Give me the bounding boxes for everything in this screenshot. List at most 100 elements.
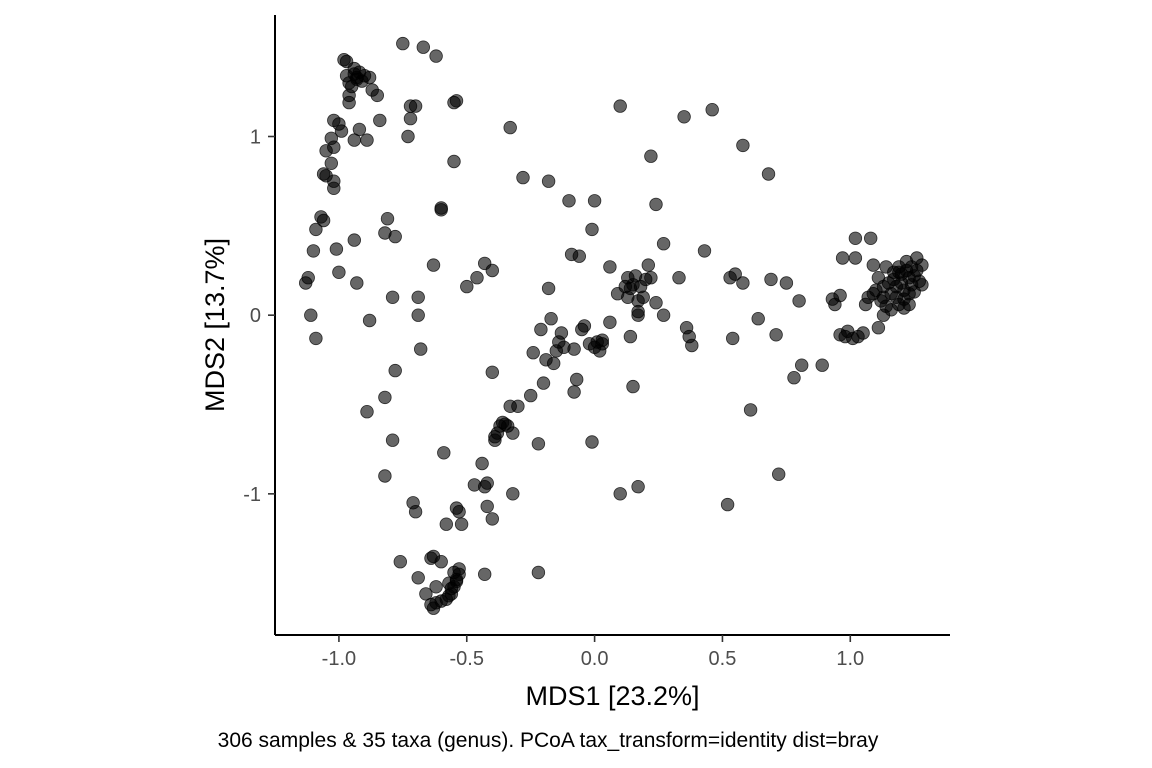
data-point [531,437,546,451]
data-point [437,446,451,460]
data-point [449,94,464,108]
data-point [554,326,569,340]
data-point [362,70,377,85]
data-point [475,456,489,471]
data-point [848,251,863,265]
data-point [743,403,758,417]
data-point [485,512,500,526]
data-point [720,497,735,512]
x-tick-label: -0.5 [450,648,484,670]
data-point [856,326,870,340]
data-point [378,390,392,405]
data-point [388,363,402,378]
data-point [562,194,576,208]
data-point [352,122,367,137]
data-point [764,272,778,287]
data-point [544,312,558,326]
data-point [419,587,433,601]
data-point [511,399,525,414]
data-point [524,388,538,403]
data-point [779,276,794,290]
data-point [876,308,891,322]
data-point [595,333,610,347]
data-point [833,288,847,303]
data-point [393,555,408,569]
x-axis-title: MDS1 [23.2%] [525,681,699,711]
data-point [327,140,341,154]
data-point [362,313,377,328]
data-point [761,167,776,181]
data-point [772,467,786,481]
data-point [567,342,581,356]
chart-caption: 306 samples & 35 taxa (genus). PCoA tax_… [218,729,879,752]
data-point [434,201,448,215]
data-point [848,231,863,246]
data-point [685,338,699,353]
data-point [360,133,374,147]
data-point [342,95,356,110]
points-layer [299,36,929,615]
data-point [454,517,469,531]
data-point [485,263,500,278]
y-tick-label: -1 [243,484,261,506]
data-point [516,170,530,185]
data-point [864,231,878,246]
data-point [309,331,323,346]
data-point [736,138,750,153]
data-point [585,222,599,237]
data-point [373,113,387,128]
data-point [447,154,461,169]
x-tick-label: 0.0 [581,648,609,670]
data-point [316,213,331,228]
data-point [871,321,886,335]
data-point [585,435,599,449]
data-point [416,40,431,54]
data-point [327,181,341,196]
data-point [649,197,663,212]
data-point [309,222,323,237]
data-point [460,279,474,294]
data-point [329,242,344,256]
data-point [350,276,364,290]
data-point [656,308,671,322]
data-point [726,331,740,346]
data-point [541,174,556,188]
data-point [347,233,362,247]
y-tick-label: 0 [250,305,261,327]
data-point [506,487,520,501]
data-point [434,555,448,569]
data-point [370,88,385,103]
data-point [902,297,916,312]
data-point [892,265,906,280]
data-point [478,567,492,582]
data-point [411,571,425,585]
data-point [470,271,484,285]
y-axis-ticks: -1 0 1 [243,126,275,506]
data-point [426,258,441,272]
data-point [304,308,318,322]
data-point [347,133,362,147]
data-point [501,419,515,433]
data-point [769,328,783,342]
data-point [378,469,392,483]
data-point [577,319,592,333]
data-point [815,358,829,372]
data-point [751,312,765,326]
data-point [480,476,494,490]
data-point [567,385,581,399]
data-point [677,110,691,124]
data-point [697,244,712,258]
data-point [439,517,454,531]
data-point [388,229,402,244]
data-point [587,194,602,208]
data-point [705,102,719,117]
data-point [411,290,425,305]
data-point [649,296,663,310]
data-point [541,281,556,296]
data-point [408,99,423,113]
data-point [626,379,640,394]
data-point [485,365,500,380]
data-point [915,278,929,292]
data-point [332,265,346,280]
data-point [623,329,638,344]
